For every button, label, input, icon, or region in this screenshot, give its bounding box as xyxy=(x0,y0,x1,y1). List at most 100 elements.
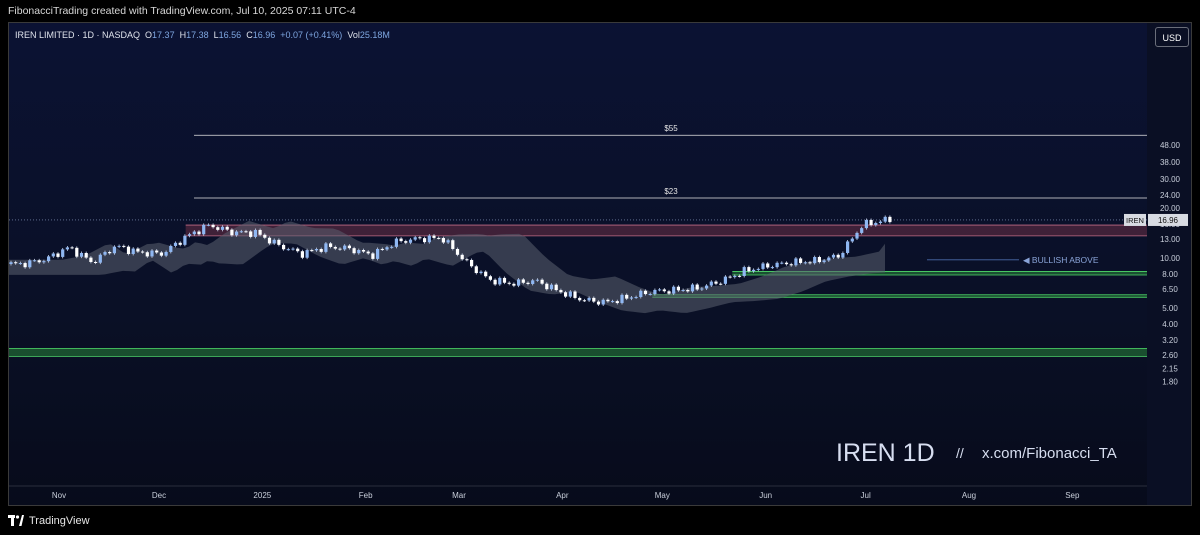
candle-up xyxy=(446,240,450,243)
candle-up xyxy=(846,241,850,253)
y-tick-label: 10.00 xyxy=(1160,254,1181,263)
candle-up xyxy=(235,231,239,236)
candle-down xyxy=(789,264,793,266)
candle-down xyxy=(559,290,563,293)
candle-down xyxy=(84,252,88,258)
candle-up xyxy=(770,267,774,269)
candle-up xyxy=(634,297,638,299)
candle-down xyxy=(784,262,789,265)
candle-up xyxy=(568,291,572,297)
candle-up xyxy=(883,216,887,222)
candle-up xyxy=(32,260,37,262)
candle-down xyxy=(836,254,840,258)
candle-down xyxy=(512,283,516,286)
candle-up xyxy=(192,231,196,235)
symbol-price-tag xyxy=(1124,213,1146,226)
candle-up xyxy=(822,260,826,263)
candle-up xyxy=(98,254,102,263)
price-axis[interactable] xyxy=(1147,23,1191,505)
candle-down xyxy=(766,263,770,268)
x-tick-label: Jul xyxy=(861,491,871,500)
chart-frame[interactable]: $55$23 48.0038.0030.0024.0020.0016.0013.… xyxy=(8,22,1192,506)
y-tick-label: 2.15 xyxy=(1162,365,1178,374)
x-tick-label: Apr xyxy=(556,491,569,500)
candle-down xyxy=(578,297,582,301)
candle-up xyxy=(253,229,257,237)
candle-down xyxy=(319,248,323,252)
candle-down xyxy=(615,301,619,304)
y-tick-label: 30.00 xyxy=(1160,175,1181,184)
x-tick-label: May xyxy=(655,491,670,500)
x-tick-label: Aug xyxy=(962,491,976,500)
candle-up xyxy=(874,222,878,226)
candle-down xyxy=(108,252,112,254)
candle-up xyxy=(479,271,483,274)
y-tick-label: 13.00 xyxy=(1160,235,1181,244)
candle-up xyxy=(202,224,206,235)
candle-up xyxy=(385,247,389,250)
candle-up xyxy=(9,262,13,265)
candle-down xyxy=(695,284,699,290)
candle-down xyxy=(136,248,140,252)
candle-up xyxy=(831,254,836,258)
candle-down xyxy=(676,286,680,291)
candle-up xyxy=(305,250,309,258)
candle-down xyxy=(267,237,272,244)
candle-up xyxy=(878,221,883,223)
support-zone xyxy=(9,348,1147,357)
tradingview-brand: TradingView xyxy=(29,515,90,527)
candle-up xyxy=(408,239,413,243)
candle-down xyxy=(817,257,821,263)
candle-down xyxy=(338,248,342,250)
symbol-tag-text: IREN xyxy=(1126,216,1144,225)
candle-up xyxy=(131,248,135,254)
candle-up xyxy=(620,294,624,304)
y-tick-label: 48.00 xyxy=(1160,141,1181,150)
candle-down xyxy=(474,266,478,274)
candle-up xyxy=(658,289,662,291)
candle-down xyxy=(662,289,666,292)
candle-down xyxy=(399,238,403,242)
candle-down xyxy=(277,239,281,245)
candle-up xyxy=(756,268,760,270)
candle-up xyxy=(314,248,319,251)
attribution-bar: FibonacciTrading created with TradingVie… xyxy=(0,0,1200,22)
candle-up xyxy=(813,257,817,264)
candle-up xyxy=(357,249,361,254)
attribution-text: FibonacciTrading created with TradingVie… xyxy=(8,5,356,17)
candle-down xyxy=(371,253,375,259)
candle-down xyxy=(554,284,558,291)
watermark-separator: // xyxy=(956,445,964,461)
candle-down xyxy=(686,289,690,292)
candle-down xyxy=(37,260,41,263)
candle-up xyxy=(291,248,295,250)
candle-down xyxy=(714,281,718,284)
price-chart[interactable]: $55$23 48.0038.0030.0024.0020.0016.0013.… xyxy=(9,23,1192,506)
candle-up xyxy=(535,279,539,281)
x-tick-label: Sep xyxy=(1065,491,1080,500)
candle-down xyxy=(258,229,262,235)
y-tick-label: 4.00 xyxy=(1162,320,1178,329)
high-label: H xyxy=(179,30,187,40)
high-value: 17.38 xyxy=(186,30,209,40)
candle-up xyxy=(531,280,535,284)
candle-up xyxy=(164,251,168,256)
candle-up xyxy=(601,299,605,305)
x-tick-label: Dec xyxy=(152,491,166,500)
x-tick-label: Mar xyxy=(452,491,466,500)
candle-down xyxy=(145,252,149,257)
cloud-band xyxy=(9,220,885,314)
candle-up xyxy=(864,219,868,229)
candle-up xyxy=(803,262,807,264)
candle-down xyxy=(141,251,145,253)
candle-down xyxy=(244,231,248,233)
candle-up xyxy=(855,232,859,239)
currency-button[interactable]: USD xyxy=(1155,27,1189,47)
y-tick-label: 5.00 xyxy=(1162,304,1178,313)
candle-down xyxy=(488,276,492,280)
tradingview-logo-icon[interactable] xyxy=(8,515,24,526)
candle-up xyxy=(376,248,380,259)
candle-up xyxy=(206,224,210,226)
candle-down xyxy=(225,226,229,230)
candle-down xyxy=(347,245,351,249)
